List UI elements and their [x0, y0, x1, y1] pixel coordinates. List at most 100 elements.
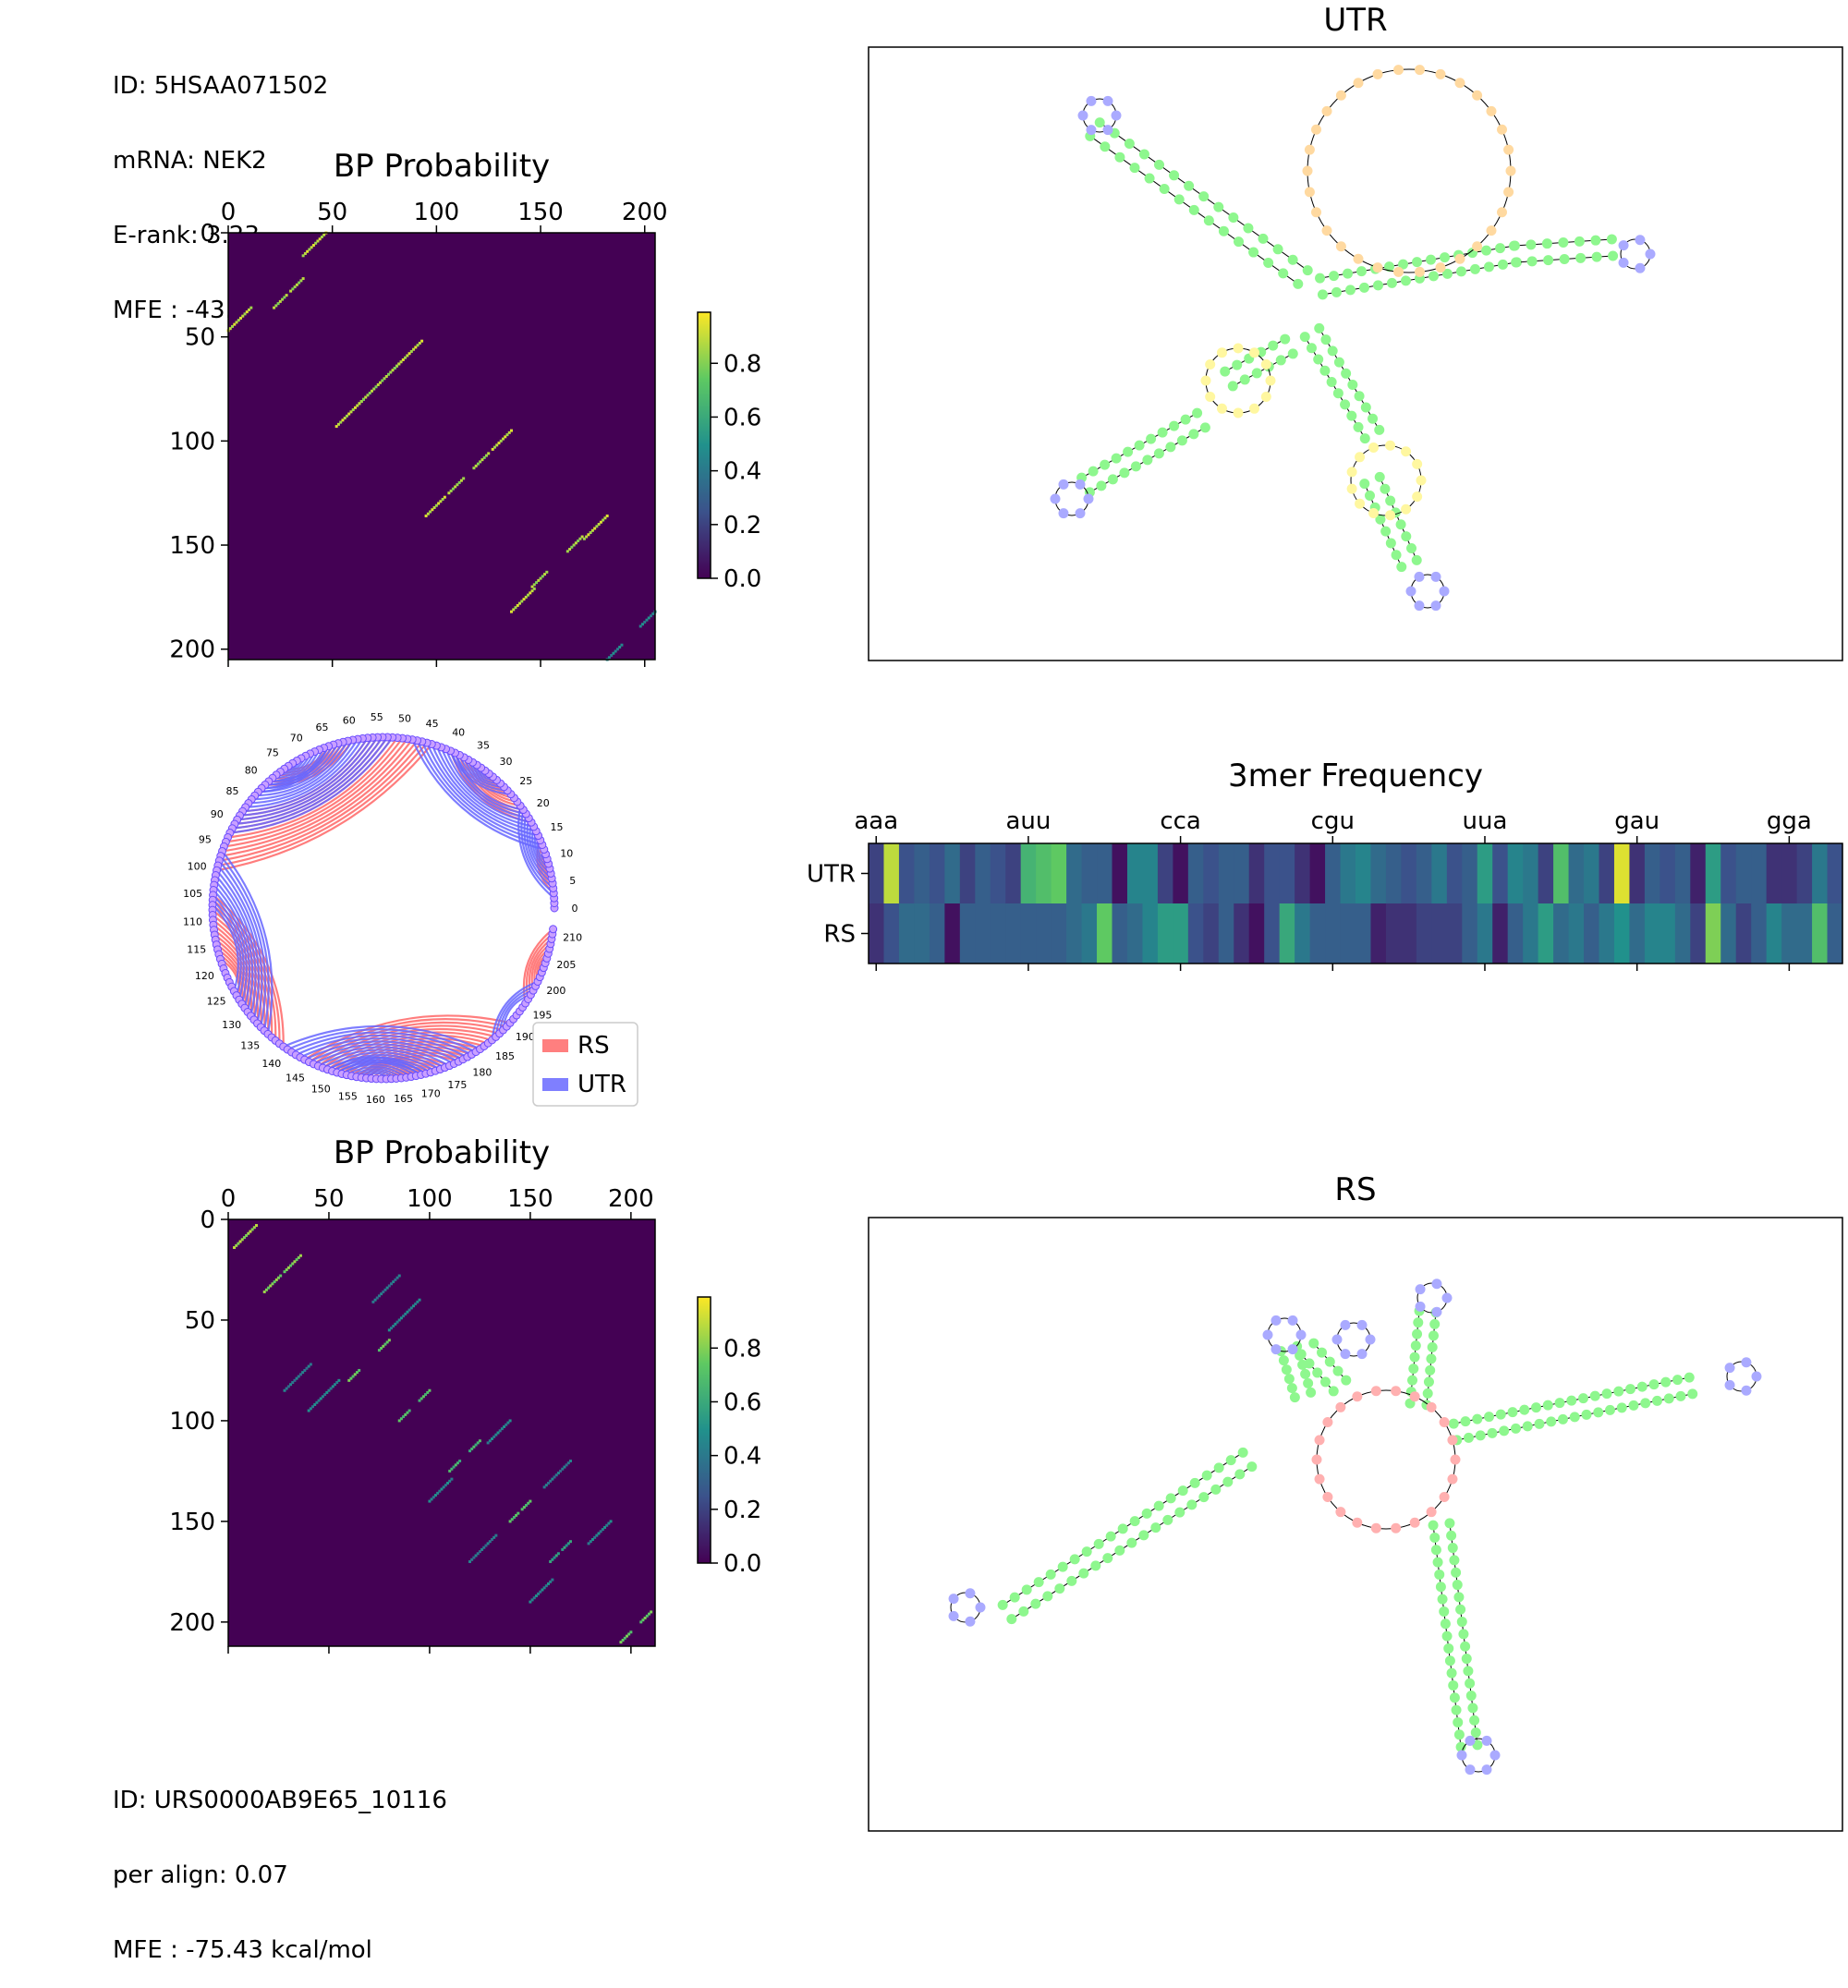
bp-cell — [291, 1262, 295, 1266]
paired-base — [1429, 1532, 1441, 1543]
paired-base — [1606, 234, 1617, 245]
loop-base — [1496, 124, 1507, 135]
loop-base — [1368, 442, 1380, 453]
bp-cell — [593, 527, 597, 530]
kmer-cell — [1097, 843, 1113, 903]
paired-base — [1347, 380, 1358, 391]
bp-cell — [488, 1540, 492, 1544]
kmer-frame — [868, 842, 1843, 964]
paired-base — [1042, 1591, 1053, 1602]
bp-cell — [382, 1344, 385, 1348]
paired-base — [1280, 333, 1291, 345]
bp-cell — [289, 289, 293, 293]
bp-cell — [515, 1513, 518, 1517]
loop-base — [1372, 68, 1383, 79]
arc-tick-label: 25 — [519, 775, 532, 787]
bp-cell — [625, 1634, 628, 1638]
loop-base — [1393, 266, 1404, 277]
bp-cell — [269, 1284, 273, 1288]
loop-base — [1724, 1363, 1735, 1374]
bp-cell — [525, 1503, 529, 1507]
bp-cell — [508, 1520, 512, 1523]
paired-base — [1423, 1376, 1434, 1388]
bp-cell — [474, 464, 478, 467]
kmer-cell — [1234, 903, 1250, 964]
bp-cell — [407, 352, 411, 356]
utr-arc — [312, 1046, 450, 1067]
bp-cell — [456, 1461, 459, 1465]
bp-cell — [424, 514, 428, 517]
bp-cell — [371, 1300, 375, 1303]
kmer-title: 3mer Frequency — [1227, 758, 1484, 794]
paired-base — [1169, 170, 1180, 181]
bp-cell — [505, 1423, 508, 1426]
loop-base — [1322, 1492, 1333, 1503]
kmer-row-label: RS — [823, 921, 856, 949]
heatmap-frame — [227, 232, 656, 661]
paired-base — [1341, 1375, 1352, 1386]
bp-cell — [605, 1523, 609, 1527]
loop-base — [1205, 392, 1216, 402]
utr-arc — [341, 1063, 412, 1078]
bp-cell — [247, 1231, 250, 1235]
kmer-x-tick-label: gau — [1614, 807, 1660, 835]
bp-cell — [285, 1267, 288, 1271]
bp-cell — [609, 1520, 613, 1523]
bp-cell — [482, 1546, 486, 1549]
paired-base — [1578, 1393, 1589, 1404]
bp-cell — [597, 523, 601, 527]
loop-base — [1314, 1473, 1325, 1485]
bp-cell — [578, 537, 582, 540]
kmer-cell — [1401, 843, 1417, 903]
loop-base — [1356, 1319, 1368, 1330]
kmer-cell — [1020, 843, 1037, 903]
paired-base — [1455, 1604, 1466, 1615]
colorbar-bottom: 0.0 0.2 0.4 0.6 0.8 — [697, 1296, 761, 1578]
bp-prob-bottom-title: BP Probability — [333, 1134, 551, 1171]
paired-base — [1088, 466, 1099, 477]
bp-cell — [255, 1224, 259, 1228]
kmer-cell — [1142, 903, 1159, 964]
arc-tick-label: 45 — [426, 718, 439, 730]
x-tick-label: 0 — [221, 1185, 237, 1213]
utr-arc — [440, 746, 532, 824]
arc-tick-label: 50 — [398, 712, 411, 724]
bp-cell — [480, 458, 484, 462]
bp-cell — [383, 1288, 387, 1291]
paired-base — [1487, 1427, 1498, 1438]
paired-base — [1107, 474, 1118, 485]
bp-cell — [446, 1481, 450, 1485]
loop-base — [1454, 78, 1465, 89]
bp-cell — [534, 1594, 538, 1598]
bp-cell — [242, 1236, 246, 1240]
bp-cell — [500, 1427, 504, 1431]
arc-tick-label: 120 — [195, 970, 214, 982]
rs-arc — [217, 742, 428, 867]
bp-cell — [248, 308, 251, 311]
utr-arc — [299, 1037, 464, 1061]
bp-cell — [289, 1264, 293, 1267]
kmer-cell — [1126, 903, 1144, 964]
kmer-cell — [1097, 903, 1113, 964]
paired-base — [1581, 1409, 1592, 1420]
bp-cell — [397, 1274, 401, 1278]
kmer-cell — [1523, 903, 1539, 964]
loop-base — [1414, 266, 1425, 277]
bp-cell — [476, 462, 480, 466]
bp-cell — [462, 477, 466, 480]
paired-base — [1440, 1618, 1451, 1630]
kmer-cell — [1674, 903, 1691, 964]
bp-cell — [279, 1274, 283, 1278]
paired-base — [1613, 1386, 1624, 1397]
y-tick-label: 50 — [185, 1307, 215, 1335]
arc-tick-label: 185 — [495, 1050, 515, 1062]
paired-base — [1227, 381, 1238, 392]
bp-cell — [647, 1612, 650, 1616]
loop-base — [1426, 1507, 1437, 1518]
paired-base — [1286, 1383, 1297, 1394]
colorbar-tick-label: 0.4 — [723, 458, 761, 486]
bp-cell — [605, 514, 609, 517]
top-mrna: mRNA: NEK2 — [113, 147, 267, 175]
bp-cell — [309, 1363, 312, 1366]
utr-arc — [283, 1024, 481, 1050]
